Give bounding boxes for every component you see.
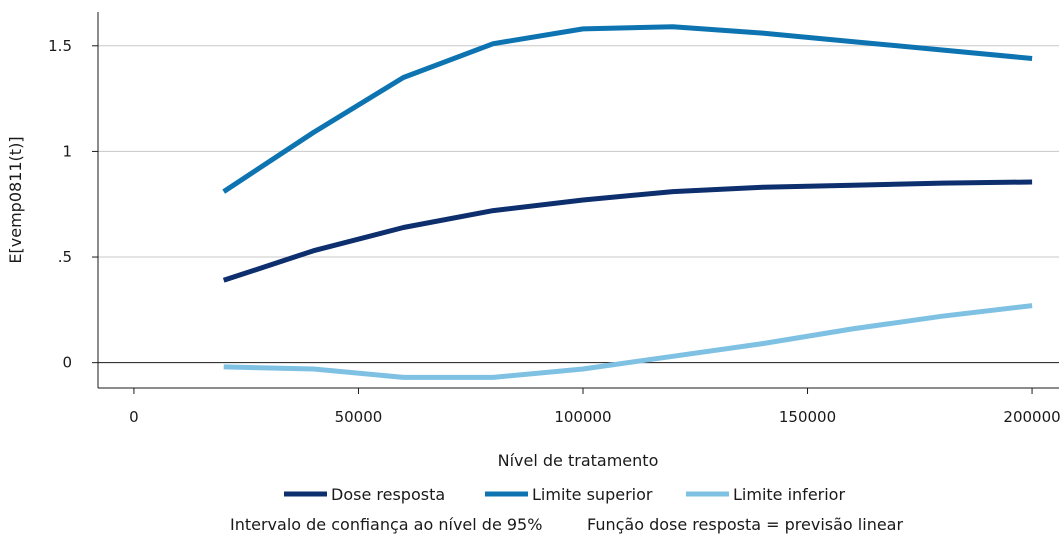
legend: Dose resposta Limite superior Limite infer… [284,485,845,504]
legend-label-2: Limite superior [532,485,653,504]
x-tick-labels: 0 50000 100000 150000 200000 [129,408,1061,426]
x-tick-label: 200000 [1003,408,1060,426]
y-tick-label: 1 [62,142,72,160]
x-axis-label: Nível de tratamento [498,451,659,470]
y-tick-label: 1.5 [48,37,72,55]
confidence-note: Intervalo de confiança ao nível de 95% [230,515,542,534]
y-tick-label: .5 [58,248,72,266]
legend-label-3: Limite inferior [733,485,845,504]
x-tick-label: 150000 [779,408,836,426]
dose-function-note: Função dose resposta = previsão linear [587,515,903,534]
y-tick-labels: 0 .5 1 1.5 [48,37,72,372]
x-tick-label: 100000 [554,408,611,426]
y-axis-label: E[vemp0811(t)] [6,136,25,263]
series-lines [222,24,1033,380]
x-tick-label: 0 [129,408,139,426]
grid-lines [98,45,1059,258]
series-line-2 [222,24,1033,194]
legend-label-1: Dose resposta [331,485,445,504]
x-tick-label: 50000 [335,408,383,426]
series-line-3 [223,303,1033,380]
series-line-1 [222,179,1033,283]
y-tick-label: 0 [62,354,72,372]
axes [92,12,1059,394]
